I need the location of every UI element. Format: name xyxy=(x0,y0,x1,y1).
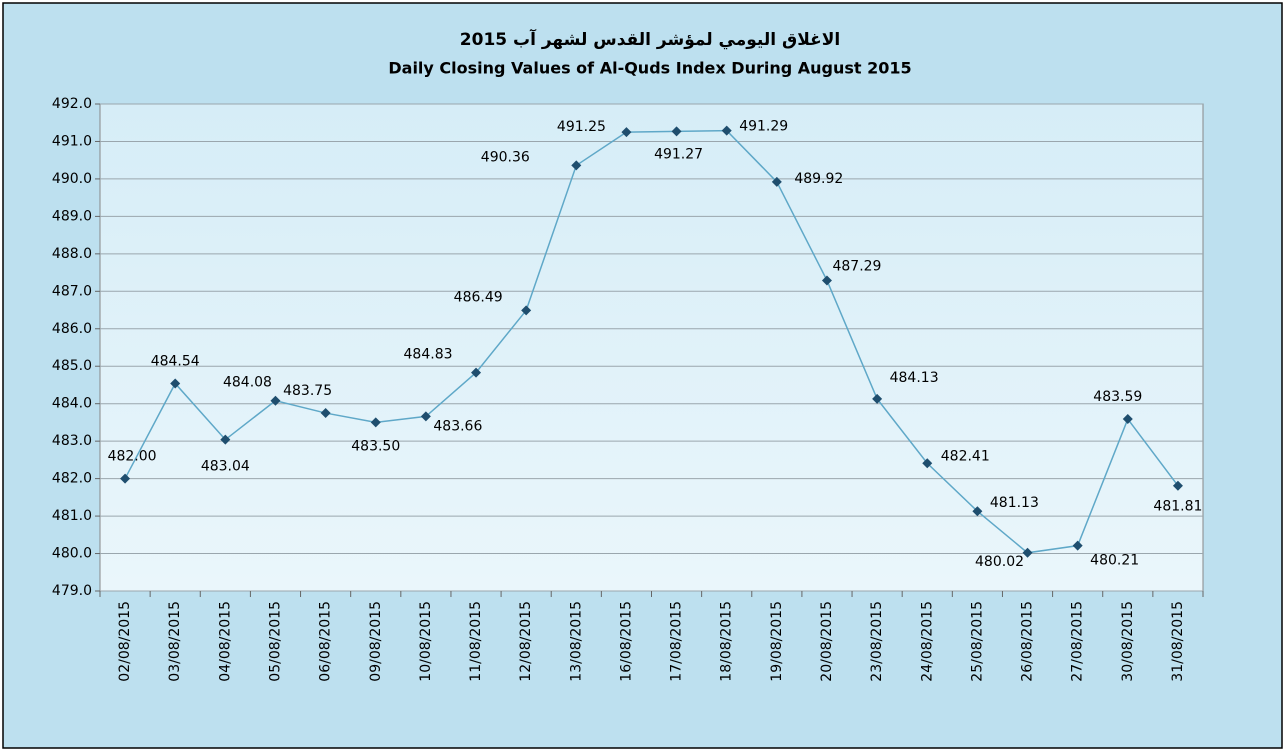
x-tick-label: 27/08/2015 xyxy=(1070,601,1086,682)
data-point xyxy=(1172,480,1183,491)
x-tick-label: 10/08/2015 xyxy=(418,601,434,682)
data-label: 483.59 xyxy=(1093,389,1142,405)
x-tick-label: 06/08/2015 xyxy=(318,601,334,682)
y-tick-label: 484.0 xyxy=(52,396,92,412)
x-tick-label: 05/08/2015 xyxy=(267,601,283,682)
x-tick-label: 25/08/2015 xyxy=(969,601,985,682)
data-label: 482.41 xyxy=(941,448,990,464)
y-tick-label: 479.0 xyxy=(52,583,92,599)
data-point xyxy=(521,305,532,316)
x-tick-label: 16/08/2015 xyxy=(618,601,634,682)
chart-subtitle: Daily Closing Values of Al-Quds Index Du… xyxy=(388,59,911,78)
data-label: 483.75 xyxy=(283,383,332,399)
x-tick-label: 23/08/2015 xyxy=(869,601,885,682)
y-tick-label: 492.0 xyxy=(52,96,92,112)
data-label: 481.81 xyxy=(1153,499,1202,515)
y-tick-label: 481.0 xyxy=(52,508,92,524)
x-tick-label: 04/08/2015 xyxy=(217,601,233,682)
data-label: 484.83 xyxy=(404,347,453,363)
data-label: 489.92 xyxy=(794,171,843,187)
x-tick-label: 24/08/2015 xyxy=(919,601,935,682)
data-line xyxy=(124,129,1179,554)
y-tick-label: 483.0 xyxy=(52,433,92,449)
y-tick-label: 486.0 xyxy=(52,321,92,337)
y-tick-label: 480.0 xyxy=(52,546,92,562)
data-label: 484.13 xyxy=(890,370,939,386)
data-point xyxy=(120,473,131,484)
y-tick-label: 482.0 xyxy=(52,471,92,487)
data-point xyxy=(972,506,983,517)
data-point xyxy=(771,176,782,187)
data-point xyxy=(922,458,933,469)
data-label: 491.27 xyxy=(654,146,703,162)
x-tick-label: 18/08/2015 xyxy=(719,601,735,682)
data-point xyxy=(320,408,331,419)
data-point xyxy=(1022,547,1033,558)
chart-title: الاغلاق اليومي لمؤشر القدس لشهر آب 2015 xyxy=(460,28,840,50)
data-point xyxy=(571,160,582,171)
x-tick-label: 19/08/2015 xyxy=(769,601,785,682)
data-point xyxy=(220,434,231,445)
data-label: 483.04 xyxy=(201,459,250,475)
data-point xyxy=(721,125,732,136)
x-tick-label: 02/08/2015 xyxy=(117,601,133,682)
y-tick-label: 491.0 xyxy=(52,133,92,149)
data-label: 483.66 xyxy=(433,418,482,434)
data-label: 481.13 xyxy=(990,495,1039,511)
data-label: 487.29 xyxy=(832,258,881,274)
data-label: 482.00 xyxy=(108,449,157,465)
y-tick-label: 490.0 xyxy=(52,171,92,187)
x-tick-label: 03/08/2015 xyxy=(167,601,183,682)
x-tick-label: 30/08/2015 xyxy=(1120,601,1136,682)
data-point xyxy=(1072,540,1083,551)
data-point xyxy=(1122,414,1133,425)
data-label: 484.54 xyxy=(151,353,200,369)
data-label: 484.08 xyxy=(223,375,272,391)
plot-area xyxy=(99,103,1204,592)
x-tick-label: 12/08/2015 xyxy=(518,601,534,682)
x-tick-label: 11/08/2015 xyxy=(468,601,484,682)
x-tick-label: 09/08/2015 xyxy=(368,601,384,682)
data-point xyxy=(370,417,381,428)
data-point xyxy=(821,275,832,286)
y-tick-label: 485.0 xyxy=(52,358,92,374)
data-label: 486.49 xyxy=(454,289,503,305)
data-label: 491.29 xyxy=(739,119,788,135)
data-label: 480.21 xyxy=(1090,553,1139,569)
data-label: 490.36 xyxy=(481,149,530,165)
data-point xyxy=(872,393,883,404)
data-label: 480.02 xyxy=(975,554,1024,570)
data-point xyxy=(471,367,482,378)
x-tick-label: 26/08/2015 xyxy=(1020,601,1036,682)
data-point xyxy=(671,126,682,137)
y-tick-label: 487.0 xyxy=(52,283,92,299)
data-label: 491.25 xyxy=(557,119,606,135)
x-tick-label: 31/08/2015 xyxy=(1170,601,1186,682)
x-tick-label: 13/08/2015 xyxy=(568,601,584,682)
data-point xyxy=(621,127,632,138)
y-tick-label: 488.0 xyxy=(52,246,92,262)
data-point xyxy=(270,395,281,406)
data-label: 483.50 xyxy=(351,438,400,454)
data-point xyxy=(420,411,431,422)
x-tick-label: 17/08/2015 xyxy=(669,601,685,682)
x-tick-label: 20/08/2015 xyxy=(819,601,835,682)
data-point xyxy=(170,378,181,389)
y-tick-label: 489.0 xyxy=(52,208,92,224)
